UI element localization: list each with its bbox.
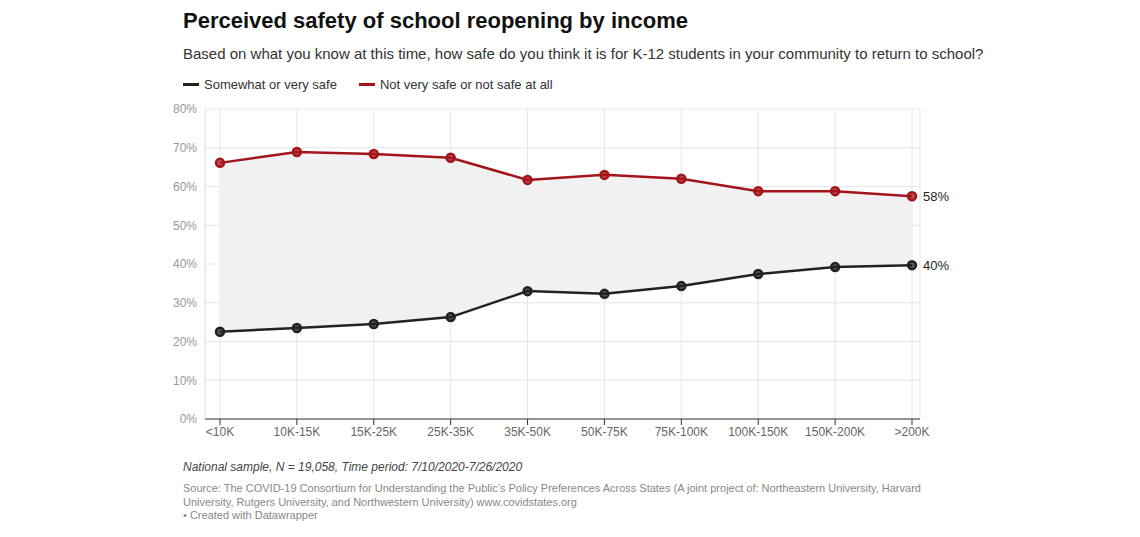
svg-text:35K-50K: 35K-50K <box>504 425 551 439</box>
svg-text:50%: 50% <box>173 219 197 233</box>
html-text:National sample, N = 19,058, T: National sample, N = 19,058, Time period… <box>183 460 523 474</box>
svg-text:60%: 60% <box>173 180 197 194</box>
html-text:Somewhat or very safe: Somewhat or very safe <box>204 77 337 92</box>
svg-text:40%: 40% <box>173 257 197 271</box>
svg-text:50K-75K: 50K-75K <box>581 425 628 439</box>
svg-text:58%: 58% <box>923 189 949 204</box>
html-text:Not very safe or not safe at a: Not very safe or not safe at all <box>380 77 553 92</box>
svg-text:0%: 0% <box>180 412 198 426</box>
svg-text:70%: 70% <box>173 141 197 155</box>
svg-text:15K-25K: 15K-25K <box>350 425 397 439</box>
svg-text:40%: 40% <box>923 258 949 273</box>
svg-text:100K-150K: 100K-150K <box>728 425 788 439</box>
html-text:Based on what you know at this: Based on what you know at this time, how… <box>183 45 984 62</box>
html-text:Source: The COVID-19 Consortiu: Source: The COVID-19 Consortium for Unde… <box>183 482 921 508</box>
svg-text:20%: 20% <box>173 335 197 349</box>
svg-text:30%: 30% <box>173 296 197 310</box>
svg-text:25K-35K: 25K-35K <box>427 425 474 439</box>
html-text:• Created with Datawrapper: • Created with Datawrapper <box>183 509 318 521</box>
svg-text:10K-15K: 10K-15K <box>274 425 321 439</box>
svg-text:80%: 80% <box>173 102 197 116</box>
svg-text:10%: 10% <box>173 374 197 388</box>
svg-text:75K-100K: 75K-100K <box>655 425 708 439</box>
html-text:Perceived safety of school reo: Perceived safety of school reopening by … <box>183 8 688 33</box>
svg-text:150K-200K: 150K-200K <box>805 425 865 439</box>
svg-text:<10K: <10K <box>206 425 234 439</box>
svg-text:>200K: >200K <box>894 425 929 439</box>
